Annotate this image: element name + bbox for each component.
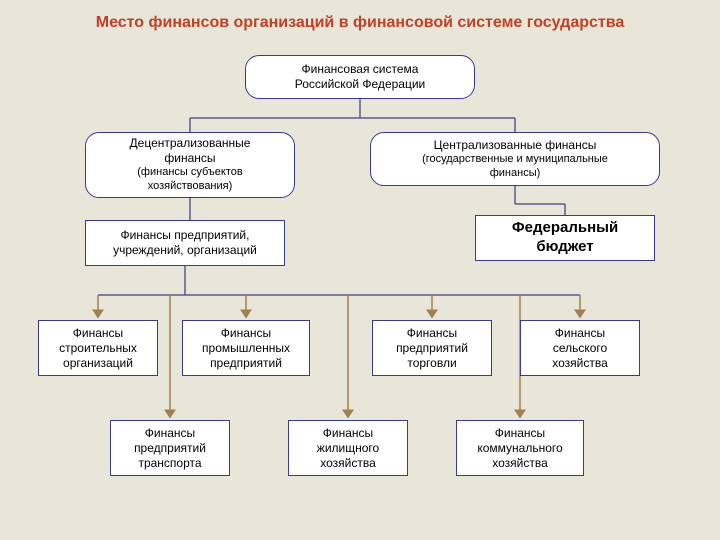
node-cent: Централизованные финансы(государственные… <box>370 132 660 186</box>
node-decent: Децентрализованныефинансы(финансы субъек… <box>85 132 295 198</box>
node-r1c1: Финансыстроительныхорганизаций <box>38 320 158 376</box>
node-r1c4: Финансысельскогохозяйства <box>520 320 640 376</box>
node-r2c3: Финансыкоммунальногохозяйства <box>456 420 584 476</box>
node-fedbud: Федеральныйбюджет <box>475 215 655 261</box>
node-root: Финансовая системаРоссийской Федерации <box>245 55 475 99</box>
node-r2c1: Финансыпредприятийтранспорта <box>110 420 230 476</box>
node-r1c3: Финансыпредприятийторговли <box>372 320 492 376</box>
node-r2c2: Финансыжилищногохозяйства <box>288 420 408 476</box>
node-finorg: Финансы предприятий,учреждений, организа… <box>85 220 285 266</box>
node-r1c2: Финансыпромышленныхпредприятий <box>182 320 310 376</box>
page-title: Место финансов организаций в финансовой … <box>0 0 720 32</box>
